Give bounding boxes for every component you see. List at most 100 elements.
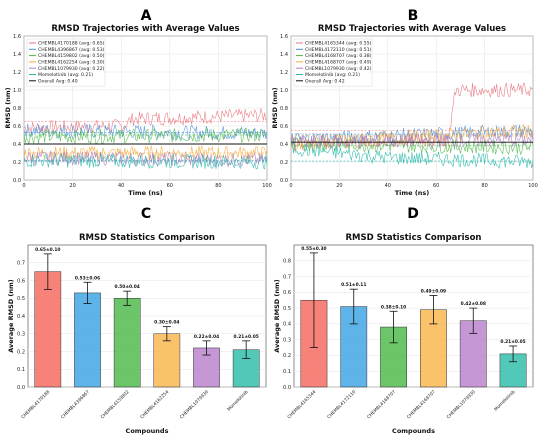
value-label: 0.38±0.10: [381, 304, 406, 310]
x-category-label: CHEMBL4172110: [326, 389, 357, 420]
x-tick-label: 60: [167, 183, 173, 189]
bar: [153, 333, 181, 388]
chart-a: 0.0 0.2 0.4 0.6 0.8 1.0 1.2 1.4 1.6 0 20 40 60 80 100 R…: [4, 24, 272, 197]
x-category-label: Momelotinib: [493, 389, 517, 413]
x-category-label: Momelotinib: [226, 389, 250, 413]
x-tick-label: 60: [433, 183, 439, 189]
series-line: [23, 123, 268, 141]
value-label: 0.49±0.09: [421, 288, 446, 294]
value-label: 0.53±0.06: [75, 275, 100, 281]
y-tick-label: 1.0: [13, 88, 21, 94]
value-label: 0.50±0.04: [114, 284, 139, 290]
value-label: 0.65±0.10: [35, 247, 60, 253]
bar: [34, 271, 62, 388]
x-tick-label: 20: [69, 183, 75, 189]
y-tick-label: 0.8: [280, 106, 288, 112]
value-label: 0.22±0.04: [194, 334, 219, 340]
x-category-label: CHEMBL1079930: [446, 389, 477, 420]
y-tick-label: 0.3: [17, 332, 25, 338]
legend-entry: CHEMBL4165344 (avg: 0.55): [305, 41, 372, 47]
y-tick-label: 0.4: [283, 322, 291, 328]
legend-entry: CHEMBL4159802 (avg: 0.50): [38, 53, 105, 59]
x-tick-label: 40: [385, 183, 391, 189]
legend-entry: CHEMBL4168707 (avg: 0.38): [305, 53, 372, 59]
series-line: [290, 141, 534, 169]
chart-b: 0.0 0.2 0.4 0.6 0.8 1.0 1.2 1.4 1.6 0 20 40 60 80 100 R…: [271, 24, 538, 197]
y-tick-label: 0.1: [17, 367, 25, 373]
y-tick-label: 0.0: [13, 178, 21, 184]
y-tick-label: 0.6: [17, 278, 25, 284]
legend-entry: CHEMBL4396867 (avg: 0.53): [38, 47, 105, 53]
bar: [193, 347, 220, 388]
x-category-label: CHEMBL4396867: [60, 389, 91, 420]
x-category-label: CHEMBL1079930: [179, 389, 210, 420]
chart-title: RMSD Trajectories with Average Values: [51, 24, 239, 34]
y-tick-label: 0.2: [283, 353, 291, 359]
y-tick-label: 0.0: [280, 178, 288, 184]
y-tick-label: 0.0: [283, 385, 291, 391]
y-tick-label: 0.4: [17, 314, 25, 320]
x-category-label: CHEMBL4159802: [100, 389, 131, 420]
panel-letter-c: C: [141, 206, 151, 222]
x-tick-label: 100: [262, 183, 272, 189]
value-label: 0.55±0.30: [301, 246, 326, 252]
x-category-label: CHEMBL4162254: [139, 389, 170, 420]
x-category-label: CHEMBL4168707: [366, 389, 397, 420]
legend-entry: Overall Avg: 0.42: [305, 78, 345, 84]
x-category-label: CHEMBL4170188: [20, 389, 51, 420]
chart-title: RMSD Statistics Comparison: [79, 233, 215, 243]
value-label: 0.21±0.05: [233, 334, 258, 340]
x-tick-label: 100: [528, 183, 538, 189]
y-axis-label: RMSD (nm): [4, 87, 12, 128]
x-axis-label: Compounds: [392, 427, 435, 435]
legend-entry: CHEMBL4168707 (avg: 0.49): [305, 60, 372, 66]
chart-title: RMSD Statistics Comparison: [346, 233, 482, 243]
series-line: [23, 108, 268, 135]
y-tick-label: 1.6: [280, 34, 288, 40]
x-axis-label: Time (ns): [395, 189, 430, 197]
y-tick-label: 0.5: [17, 296, 25, 302]
x-axis-label: Compounds: [126, 427, 169, 435]
y-tick-label: 1.2: [13, 70, 21, 76]
series-line: [23, 145, 268, 162]
series-line: [23, 127, 268, 145]
x-axis-label: Time (ns): [128, 189, 163, 197]
legend-box: [26, 38, 106, 87]
x-category-label: CHEMBL4165344: [286, 389, 317, 420]
y-tick-label: 0.6: [13, 124, 21, 130]
y-tick-label: 1.4: [280, 52, 288, 58]
y-tick-label: 0.4: [280, 142, 288, 148]
value-label: 0.51±0.11: [341, 282, 366, 288]
y-tick-label: 0.0: [17, 385, 25, 391]
legend-entry: CHEMBL4170188 (avg: 0.65): [38, 41, 105, 47]
chart-c: 0.0 0.1 0.2 0.3 0.4 0.5 0.6 0.7 RMSD Statistics …: [7, 233, 267, 435]
value-label: 0.30±0.04: [154, 320, 179, 326]
x-tick-label: 80: [481, 183, 487, 189]
series-line: [290, 132, 534, 150]
x-tick-label: 20: [336, 183, 342, 189]
chart-title: RMSD Trajectories with Average Values: [318, 24, 506, 34]
y-tick-label: 0.3: [283, 337, 291, 343]
y-tick-label: 0.2: [17, 349, 25, 355]
y-tick-label: 1.0: [280, 88, 288, 94]
x-tick-label: 0: [22, 183, 25, 189]
y-tick-label: 0.2: [13, 160, 21, 166]
y-axis-label: Average RMSD (nm): [7, 279, 15, 353]
legend-entry: Momelotinib (avg: 0.21): [38, 72, 93, 78]
legend-box: [293, 38, 373, 87]
y-tick-label: 0.8: [283, 259, 291, 265]
y-tick-label: 0.4: [13, 142, 21, 148]
y-tick-label: 0.7: [17, 261, 25, 267]
legend-entry: Overall Avg: 0.40: [38, 78, 78, 84]
x-tick-label: 0: [289, 183, 292, 189]
y-tick-label: 0.6: [280, 124, 288, 130]
legend-entry: CHEMBL4172110 (avg: 0.51): [305, 47, 372, 53]
chart-d: 0.0 0.1 0.2 0.3 0.4 0.5 0.6 0.7 0.8 RMSD Statisti…: [273, 233, 534, 435]
y-tick-label: 1.6: [13, 34, 21, 40]
legend-entry: CHEMBL1079930 (avg: 0.42): [305, 66, 372, 72]
y-tick-label: 0.1: [283, 369, 291, 375]
y-tick-label: 1.2: [280, 70, 288, 76]
series-line: [290, 137, 534, 156]
